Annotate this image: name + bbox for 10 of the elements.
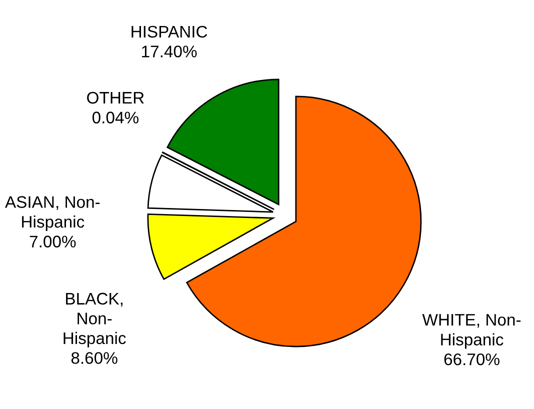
data-label: 17.40% [142,46,197,58]
data-label: 0.04% [92,112,138,124]
slice-label: OTHER [87,92,144,104]
slice-label: WHITE, Non- Hispanic [422,314,521,349]
data-label: 7.00% [30,236,76,248]
data-label: 8.60% [71,352,118,364]
slice-label: ASIAN, Non- Hispanic [5,196,100,232]
slice-label: BLACK, Non- Hispanic [64,292,126,348]
data-label: 66.70% [444,353,500,366]
slice-label: HISPANIC [132,26,208,38]
